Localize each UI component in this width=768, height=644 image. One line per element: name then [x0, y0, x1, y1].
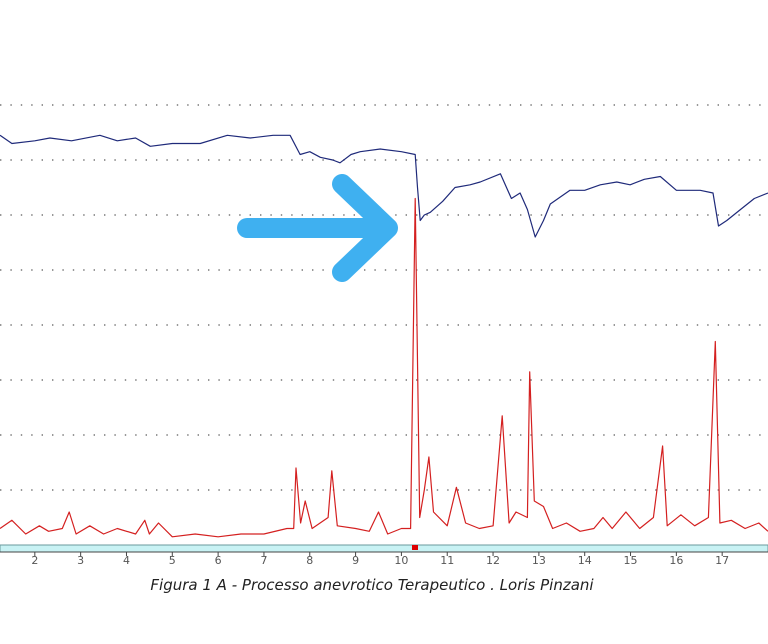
x-tick-label: 17 [715, 554, 729, 567]
caption: Figura 1 A - Processo anevrotico Terapeu… [150, 576, 594, 594]
x-tick-label: 6 [215, 554, 222, 567]
x-tick-label: 13 [532, 554, 546, 567]
series-line [0, 197, 768, 538]
x-tick-label: 11 [440, 554, 454, 567]
x-axis-band [0, 544, 768, 553]
x-tick-label: 9 [352, 554, 359, 567]
x-tick-label: 8 [306, 554, 313, 567]
x-tick-label: 3 [77, 554, 84, 567]
series-line [0, 134, 768, 238]
x-tick-label: 15 [624, 554, 638, 567]
x-tick-label: 5 [169, 554, 176, 567]
plot-area: 2 3 4 5 6 7 8 9 10 11 12 13 14 15 16 17 [0, 104, 768, 567]
x-tick-label: 14 [578, 554, 592, 567]
x-tick-label: 12 [486, 554, 500, 567]
arrow [237, 174, 398, 282]
x-tick-label: 4 [123, 554, 130, 567]
x-tick-label: 16 [669, 554, 683, 567]
x-tick-label: 10 [394, 554, 408, 567]
x-tick-label: 2 [31, 554, 38, 567]
x-tick-label: 7 [260, 554, 267, 567]
cursor-marker [412, 545, 418, 550]
